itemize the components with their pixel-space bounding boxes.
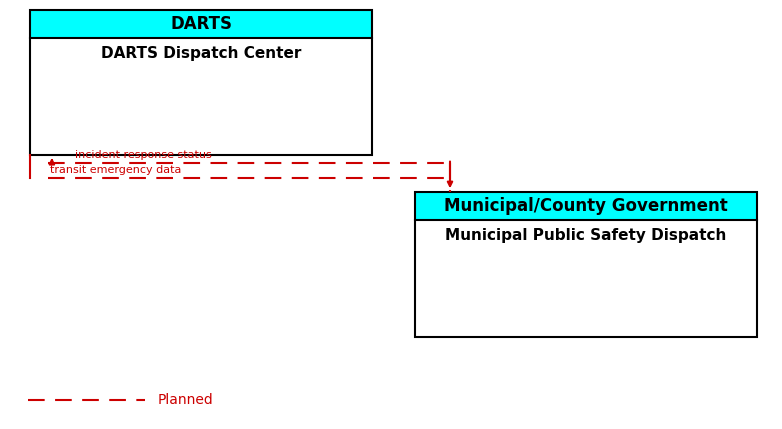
Bar (415, 220, 757, 337)
Bar (30, 10, 372, 38)
Text: Municipal Public Safety Dispatch: Municipal Public Safety Dispatch (445, 228, 726, 243)
Text: incident response status: incident response status (75, 150, 212, 160)
Text: Municipal/County Government: Municipal/County Government (444, 197, 728, 215)
Bar (415, 192, 757, 220)
Text: DARTS Dispatch Center: DARTS Dispatch Center (101, 46, 301, 61)
Text: transit emergency data: transit emergency data (50, 165, 181, 175)
Bar (30, 10, 372, 155)
Text: Planned: Planned (158, 393, 213, 407)
Text: DARTS: DARTS (170, 15, 232, 33)
Bar (30, 38, 372, 155)
Bar (415, 192, 757, 337)
